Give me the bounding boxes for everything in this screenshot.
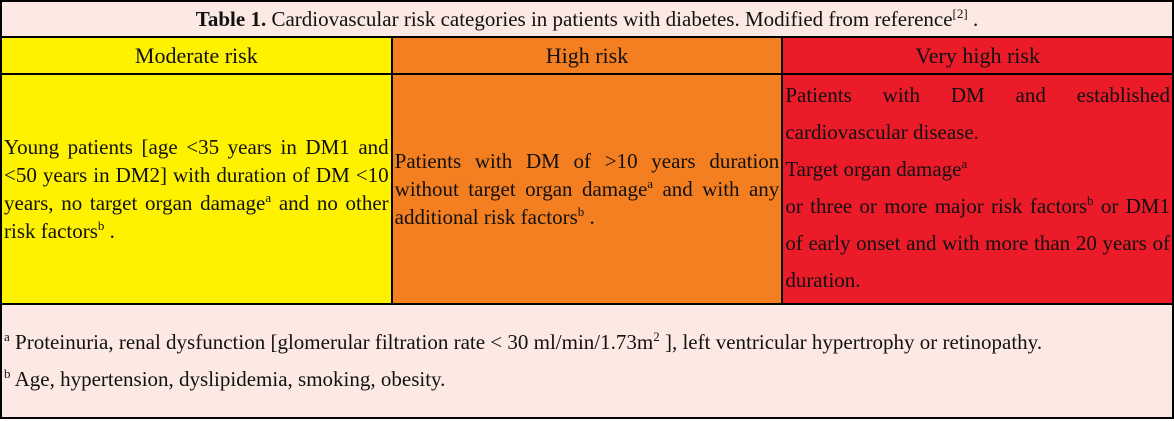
caption-label: Table 1. bbox=[195, 6, 267, 31]
footnote-mark: a bbox=[647, 176, 654, 191]
text-line: Target organ damagea bbox=[785, 151, 1170, 188]
text: and with any additional risk factors bbox=[394, 177, 780, 229]
footnote-mark: a bbox=[4, 329, 10, 344]
cell-moderate-risk: Young patients [age <35 years in DM1 and… bbox=[0, 73, 393, 305]
footnote-mark: a bbox=[265, 190, 272, 205]
footnote-mark: b bbox=[577, 204, 585, 219]
text: . bbox=[104, 219, 115, 243]
footnote-a: a Proteinuria, renal dysfunction [glomer… bbox=[4, 324, 1170, 361]
text: Target organ damage bbox=[785, 157, 962, 181]
caption-end: . bbox=[967, 6, 979, 31]
header-very-high-risk: Very high risk bbox=[781, 36, 1174, 75]
footnote-b: b Age, hypertension, dyslipidemia, smoki… bbox=[4, 361, 1170, 398]
header-high-risk: High risk bbox=[390, 36, 784, 75]
text: Patients with DM of >10 years duration w… bbox=[394, 149, 780, 201]
footnote-mark: a bbox=[961, 156, 968, 171]
caption-text: Cardiovascular risk categories in patien… bbox=[266, 6, 953, 31]
text: Age, hypertension, dyslipidemia, smoking… bbox=[10, 367, 446, 391]
text: . bbox=[584, 205, 595, 229]
text: ], left ventricular hypertrophy or retin… bbox=[659, 330, 1043, 354]
footnotes: a Proteinuria, renal dysfunction [glomer… bbox=[0, 303, 1174, 419]
text: or three or more major risk factors bbox=[785, 194, 1087, 218]
text: and no other risk factors bbox=[4, 191, 389, 243]
text-line: or three or more major risk factorsb or … bbox=[785, 188, 1170, 299]
text: or DM1 of early onset and with more than… bbox=[785, 194, 1170, 292]
text: Young patients [age <35 years in DM1 and… bbox=[4, 135, 389, 215]
table-caption: Table 1. Cardiovascular risk categories … bbox=[0, 0, 1174, 38]
footnote-mark: b bbox=[97, 218, 105, 233]
text: Proteinuria, renal dysfunction [glomerul… bbox=[9, 330, 654, 354]
header-moderate-risk: Moderate risk bbox=[0, 36, 393, 75]
caption-ref: [2] bbox=[952, 5, 968, 21]
text: Patients with DM and established cardiov… bbox=[785, 83, 1170, 144]
footnote-mark: b bbox=[1087, 193, 1094, 208]
superscript: 2 bbox=[653, 329, 660, 344]
footnote-mark: b bbox=[4, 366, 11, 381]
cell-very-high-risk: Patients with DM and established cardiov… bbox=[781, 73, 1174, 305]
cell-high-risk: Patients with DM of >10 years duration w… bbox=[390, 73, 784, 305]
